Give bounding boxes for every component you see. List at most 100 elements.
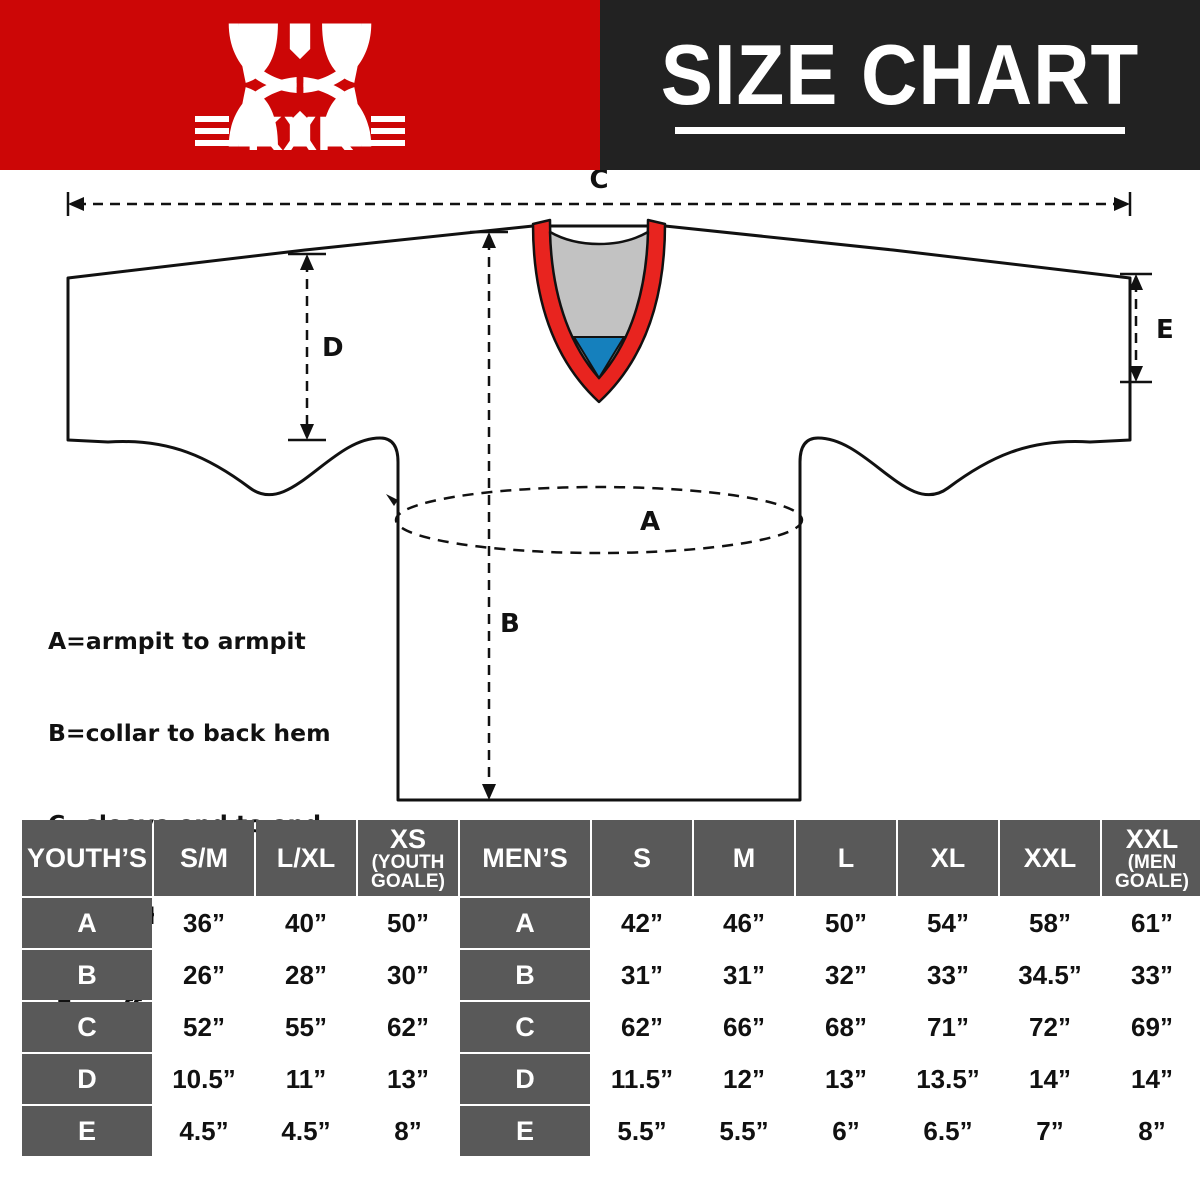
row-label-youth-a: A <box>22 898 152 948</box>
header-main: XXL <box>1125 823 1179 854</box>
header-cell-mens: MEN’S <box>460 820 590 896</box>
cell-youth-xs-a: 50” <box>358 898 458 948</box>
title-banner: SIZE CHART <box>600 0 1200 170</box>
cell-men-s-c: 62” <box>592 1002 692 1052</box>
cell-youth-lxl-c: 55” <box>256 1002 356 1052</box>
label-e: E <box>1156 315 1174 345</box>
header-main: YOUTH’S <box>26 842 147 873</box>
cell-men-m-d: 12” <box>694 1054 794 1104</box>
cell-men-s-a: 42” <box>592 898 692 948</box>
measure-a: A <box>386 485 804 555</box>
header-cell-youths: YOUTH’S <box>22 820 152 896</box>
row-label-youth-b: B <box>22 950 152 1000</box>
row-label-youth-e: E <box>22 1106 152 1156</box>
row-label-youth-d: D <box>22 1054 152 1104</box>
header-cell-xxl: XXL <box>1000 820 1100 896</box>
label-a: A <box>640 507 660 537</box>
page-title: SIZE CHART <box>660 28 1140 124</box>
cell-men-l-c: 68” <box>796 1002 896 1052</box>
jersey-diagram: C D E A <box>0 170 1200 1022</box>
cell-men-xl-c: 71” <box>898 1002 998 1052</box>
cell-men-xxl-e: 7” <box>1000 1106 1100 1156</box>
table-row: D 10.5” 11” 13” D 11.5” 12” 13” 13.5” 14… <box>22 1054 1200 1104</box>
legend-line-b: B=collar to back hem <box>48 718 331 747</box>
size-table: YOUTH’S S/M L/XL XS (YOUTH GOALE) MEN’S … <box>20 818 1200 1158</box>
cell-men-xxlg-d: 14” <box>1102 1054 1200 1104</box>
cell-men-s-d: 11.5” <box>592 1054 692 1104</box>
cell-men-s-e: 5.5” <box>592 1106 692 1156</box>
cell-men-xxlg-a: 61” <box>1102 898 1200 948</box>
cell-men-xl-d: 13.5” <box>898 1054 998 1104</box>
cell-men-l-a: 50” <box>796 898 896 948</box>
legend-line-a: A=armpit to armpit <box>48 627 306 656</box>
cell-youth-lxl-a: 40” <box>256 898 356 948</box>
cell-youth-xs-b: 30” <box>358 950 458 1000</box>
cell-men-xl-b: 33” <box>898 950 998 1000</box>
header-main: S <box>632 842 651 873</box>
size-table-container: YOUTH’S S/M L/XL XS (YOUTH GOALE) MEN’S … <box>20 818 1200 1158</box>
jersey-outline <box>66 224 1132 802</box>
header-cell-lxl: L/XL <box>256 820 356 896</box>
header-cell-l: L <box>796 820 896 896</box>
header-main: L <box>837 842 855 873</box>
header-cell-xxl-men-goalie: XXL (MEN GOALE) <box>1102 820 1200 896</box>
cell-men-xxl-b: 34.5” <box>1000 950 1100 1000</box>
table-row: E 4.5” 4.5” 8” E 5.5” 5.5” 6” 6.5” 7” 8” <box>22 1106 1200 1156</box>
header-cell-s: S <box>592 820 692 896</box>
header-cell-m: M <box>694 820 794 896</box>
cell-men-l-d: 13” <box>796 1054 896 1104</box>
header-cell-xs-youth-goalie: XS (YOUTH GOALE) <box>358 820 458 896</box>
cell-youth-lxl-b: 28” <box>256 950 356 1000</box>
cell-youth-lxl-e: 4.5” <box>256 1106 356 1156</box>
row-label-men-e: E <box>460 1106 590 1156</box>
cell-youth-sm-d: 10.5” <box>154 1054 254 1104</box>
cell-men-xl-a: 54” <box>898 898 998 948</box>
svg-text:KXK: KXK <box>246 108 354 156</box>
label-d: D <box>322 333 344 363</box>
kxk-wordmark: KXK <box>195 108 405 156</box>
cell-youth-sm-e: 4.5” <box>154 1106 254 1156</box>
row-label-youth-c: C <box>22 1002 152 1052</box>
cell-men-xxlg-c: 69” <box>1102 1002 1200 1052</box>
header-main: XS <box>389 823 427 854</box>
cell-men-m-b: 31” <box>694 950 794 1000</box>
measure-c: C <box>66 170 1132 216</box>
row-label-men-b: B <box>460 950 590 1000</box>
header-main: XXL <box>1023 842 1077 873</box>
cell-men-xxl-a: 58” <box>1000 898 1100 948</box>
cell-men-xl-e: 6.5” <box>898 1106 998 1156</box>
measure-d: D <box>288 252 344 442</box>
header-sub: (YOUTH GOALE) <box>371 852 445 893</box>
cell-youth-sm-b: 26” <box>154 950 254 1000</box>
header-cell-xl: XL <box>898 820 998 896</box>
measure-b: B <box>470 230 520 802</box>
header-main: S/M <box>179 842 228 873</box>
cell-men-m-e: 5.5” <box>694 1106 794 1156</box>
row-label-men-c: C <box>460 1002 590 1052</box>
jersey-technical-drawing: C D E A <box>66 170 1174 802</box>
table-header-row: YOUTH’S S/M L/XL XS (YOUTH GOALE) MEN’S … <box>22 820 1200 896</box>
cell-men-m-c: 66” <box>694 1002 794 1052</box>
brand-banner: KXK <box>0 0 600 170</box>
kxk-logo <box>228 23 372 147</box>
header-main: XL <box>930 842 966 873</box>
header-main: M <box>732 842 756 873</box>
measure-e: E <box>1120 272 1174 384</box>
table-row: A 36” 40” 50” A 42” 46” 50” 54” 58” 61” <box>22 898 1200 948</box>
cell-men-s-b: 31” <box>592 950 692 1000</box>
label-b: B <box>500 609 520 639</box>
jersey-collar <box>531 218 667 404</box>
cell-men-xxlg-b: 33” <box>1102 950 1200 1000</box>
cell-men-xxl-d: 14” <box>1000 1054 1100 1104</box>
cell-men-l-b: 32” <box>796 950 896 1000</box>
cell-youth-xs-d: 13” <box>358 1054 458 1104</box>
cell-men-xxl-c: 72” <box>1000 1002 1100 1052</box>
table-row: B 26” 28” 30” B 31” 31” 32” 33” 34.5” 33… <box>22 950 1200 1000</box>
table-row: C 52” 55” 62” C 62” 66” 68” 71” 72” 69” <box>22 1002 1200 1052</box>
label-c: C <box>589 170 608 195</box>
row-label-men-a: A <box>460 898 590 948</box>
header-sub: (MEN GOALE) <box>1115 852 1189 893</box>
cell-youth-lxl-d: 11” <box>256 1054 356 1104</box>
row-label-men-d: D <box>460 1054 590 1104</box>
cell-youth-sm-a: 36” <box>154 898 254 948</box>
